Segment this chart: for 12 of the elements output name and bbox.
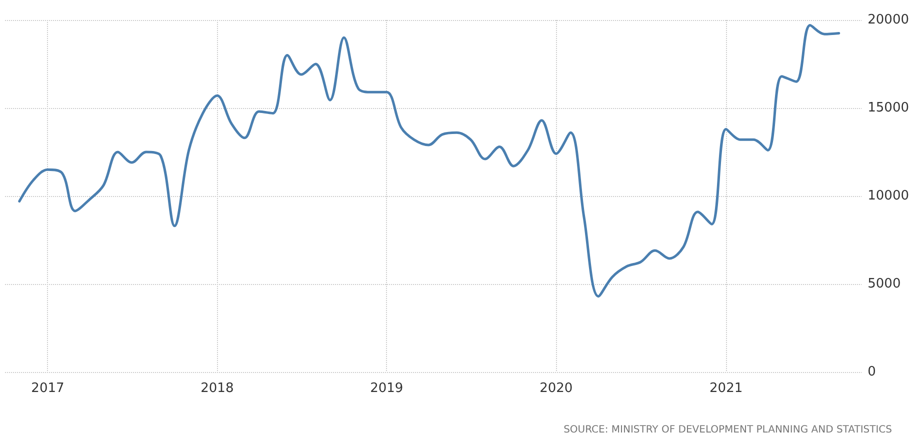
y-tick-label: 0 (868, 364, 876, 380)
line-series (18, 24, 840, 298)
x-tick-label: 2017 (31, 381, 64, 396)
y-tick-label: 20000 (868, 12, 910, 28)
y-tick-label: 15000 (868, 100, 910, 116)
x-tick-label: 2021 (710, 381, 743, 396)
y-tick-label: 10000 (868, 188, 910, 204)
x-tick-label: 2018 (200, 381, 234, 396)
y-tick-label: 5000 (868, 276, 901, 292)
x-tick-label: 2020 (540, 381, 573, 396)
source-note: SOURCE: MINISTRY OF DEVELOPMENT PLANNING AND STATISTICS (564, 424, 892, 436)
x-tick-label: 2019 (370, 381, 404, 396)
